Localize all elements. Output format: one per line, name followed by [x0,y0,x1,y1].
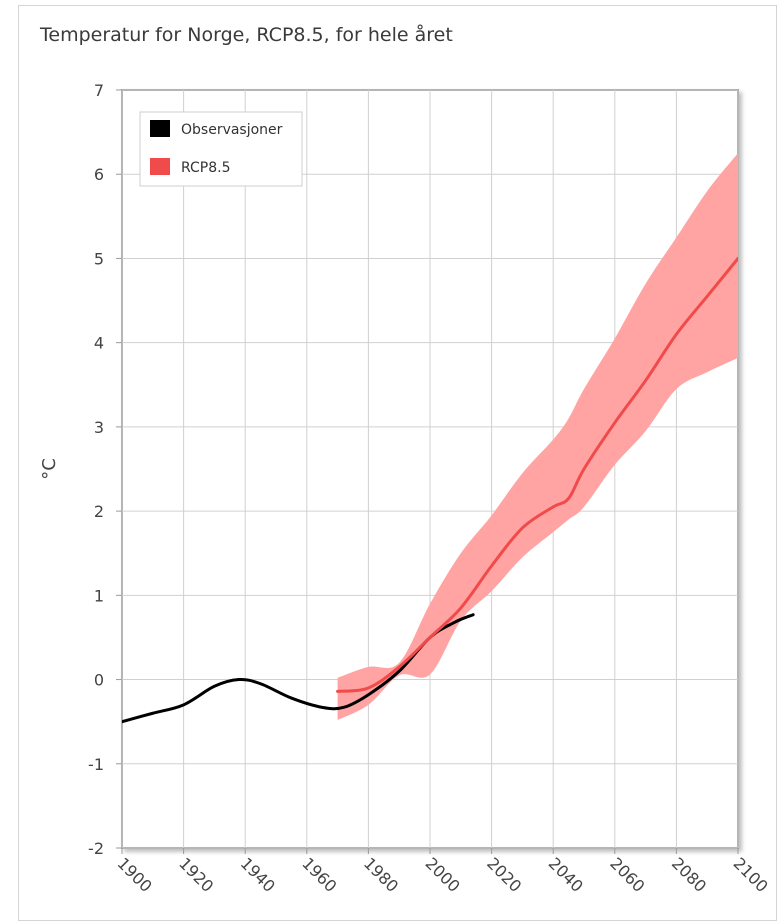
y-tick-label: 6 [94,165,104,184]
chart-frame [18,5,777,921]
legend-label: Observasjoner [181,122,283,138]
y-tick-label: 1 [94,586,104,605]
x-tick-label: 2020 [483,854,525,896]
x-tick-label: 1940 [237,854,279,896]
y-tick-label: 7 [94,81,104,100]
legend-swatch-rcp85 [150,158,170,175]
x-tick-label: 1920 [175,854,217,896]
legend-swatch-observasjoner [150,120,170,137]
y-tick-label: 0 [94,671,104,690]
y-tick-label: 3 [94,418,104,437]
x-tick-label: 2080 [668,854,710,896]
plot-marks [122,153,738,724]
y-tick-label: 4 [94,334,104,353]
x-tick-label: 2000 [422,854,464,896]
y-tick-label: 2 [94,502,104,521]
x-tick-label: 1900 [114,854,156,896]
y-axis-label: °C [39,458,60,480]
y-tick-label: 5 [94,249,104,268]
x-tick-label: 2060 [606,854,648,896]
y-tick-label: -1 [88,755,104,774]
x-tick-label: 1980 [360,854,402,896]
x-axis-ticks: 1900 1920 1940 1960 1980 2000 2020 2040 2060 2080… [114,848,772,896]
x-tick-label: 1960 [298,854,340,896]
y-axis-ticks: 7 6 5 4 3 2 1 0 -1 -2 [88,81,122,858]
rcp85-median-line [336,256,738,693]
x-tick-label: 2040 [545,854,587,896]
x-tick-label: 2100 [730,854,772,896]
legend: Observasjoner RCP8.5 [139,111,303,187]
legend-label: RCP8.5 [181,160,231,176]
y-tick-label: -2 [88,839,104,858]
chart-title: Temperatur for Norge, RCP8.5, for hele å… [40,24,453,46]
rcp85-range-band [337,153,738,720]
